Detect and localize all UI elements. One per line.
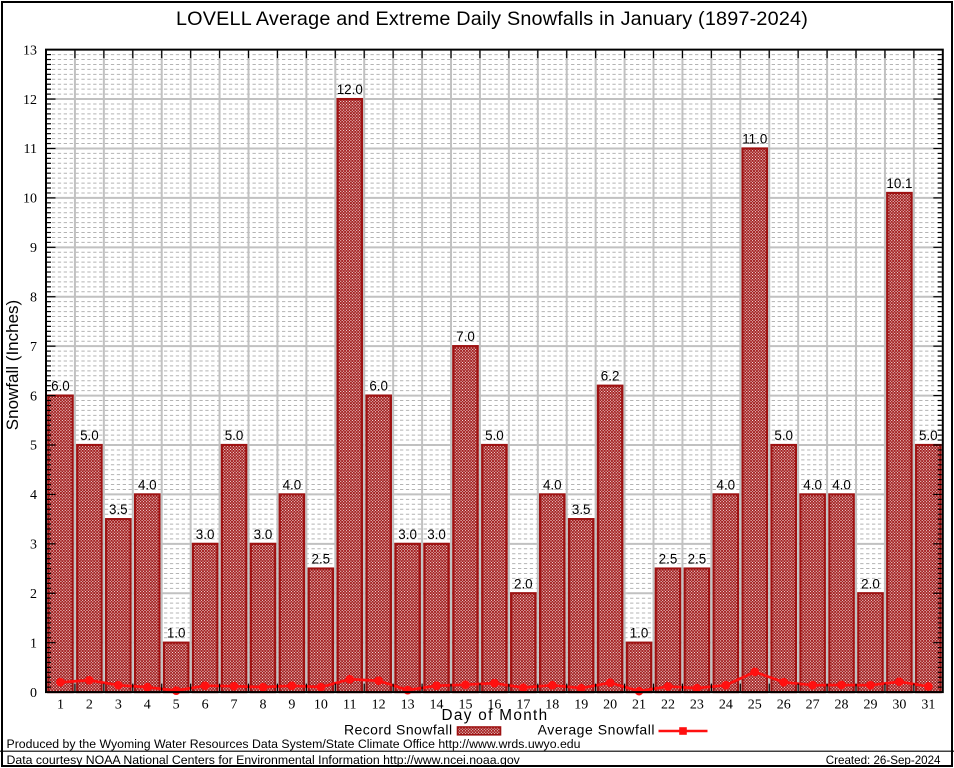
svg-text:29: 29 bbox=[863, 697, 877, 712]
svg-text:5.0: 5.0 bbox=[225, 428, 244, 443]
svg-text:13: 13 bbox=[401, 697, 415, 712]
svg-text:14: 14 bbox=[430, 697, 444, 712]
svg-text:10: 10 bbox=[23, 192, 37, 207]
svg-text:4.0: 4.0 bbox=[717, 477, 736, 492]
svg-text:18: 18 bbox=[545, 697, 559, 712]
svg-text:Average Snowfall: Average Snowfall bbox=[538, 721, 655, 737]
svg-text:4.0: 4.0 bbox=[832, 477, 851, 492]
svg-text:3.0: 3.0 bbox=[427, 527, 446, 542]
svg-text:2: 2 bbox=[30, 587, 37, 602]
svg-text:22: 22 bbox=[661, 697, 675, 712]
svg-text:5: 5 bbox=[173, 697, 180, 712]
svg-text:3.0: 3.0 bbox=[254, 527, 273, 542]
svg-text:5.0: 5.0 bbox=[774, 428, 793, 443]
svg-text:7.0: 7.0 bbox=[456, 329, 475, 344]
svg-text:19: 19 bbox=[574, 697, 588, 712]
svg-text:12: 12 bbox=[372, 697, 386, 712]
svg-text:12.0: 12.0 bbox=[337, 82, 363, 97]
svg-text:3: 3 bbox=[30, 538, 37, 553]
svg-text:2.5: 2.5 bbox=[312, 552, 331, 567]
svg-text:5.0: 5.0 bbox=[919, 428, 938, 443]
svg-text:11: 11 bbox=[343, 697, 356, 712]
svg-text:2.0: 2.0 bbox=[861, 576, 880, 591]
svg-text:4.0: 4.0 bbox=[803, 477, 822, 492]
svg-text:5.0: 5.0 bbox=[80, 428, 99, 443]
svg-text:2: 2 bbox=[86, 697, 93, 712]
svg-text:0: 0 bbox=[30, 686, 37, 701]
svg-text:16: 16 bbox=[487, 697, 501, 712]
svg-text:10.1: 10.1 bbox=[886, 176, 912, 191]
svg-text:Day of Month: Day of Month bbox=[442, 707, 549, 724]
svg-text:27: 27 bbox=[806, 697, 820, 712]
svg-text:Created: 26-Sep-2024: Created: 26-Sep-2024 bbox=[826, 754, 941, 767]
svg-text:17: 17 bbox=[516, 697, 530, 712]
svg-text:3: 3 bbox=[115, 697, 122, 712]
svg-text:25: 25 bbox=[748, 697, 762, 712]
svg-text:8: 8 bbox=[259, 697, 266, 712]
svg-text:4.0: 4.0 bbox=[283, 477, 302, 492]
svg-text:23: 23 bbox=[690, 697, 704, 712]
svg-text:5.0: 5.0 bbox=[485, 428, 504, 443]
svg-text:2.0: 2.0 bbox=[514, 576, 533, 591]
svg-text:1: 1 bbox=[57, 697, 64, 712]
svg-text:Snowfall (Inches): Snowfall (Inches) bbox=[3, 300, 22, 430]
svg-text:3.5: 3.5 bbox=[572, 502, 591, 517]
svg-text:6: 6 bbox=[30, 389, 37, 404]
svg-text:15: 15 bbox=[458, 697, 472, 712]
svg-text:5: 5 bbox=[30, 439, 37, 454]
svg-text:6: 6 bbox=[202, 697, 209, 712]
svg-text:11.0: 11.0 bbox=[742, 131, 767, 146]
svg-text:7: 7 bbox=[231, 697, 238, 712]
svg-text:9: 9 bbox=[30, 241, 37, 256]
svg-text:4: 4 bbox=[144, 697, 151, 712]
svg-text:30: 30 bbox=[892, 697, 906, 712]
svg-text:9: 9 bbox=[288, 697, 295, 712]
svg-text:1.0: 1.0 bbox=[167, 626, 186, 641]
svg-text:4.0: 4.0 bbox=[138, 477, 157, 492]
svg-text:Data courtesy NOAA National Ce: Data courtesy NOAA National Centers for … bbox=[7, 753, 521, 767]
svg-text:3.0: 3.0 bbox=[398, 527, 417, 542]
svg-text:11: 11 bbox=[24, 142, 37, 157]
svg-text:4: 4 bbox=[30, 488, 37, 503]
svg-text:1.0: 1.0 bbox=[630, 626, 649, 641]
svg-text:3.0: 3.0 bbox=[196, 527, 215, 542]
svg-text:20: 20 bbox=[603, 697, 617, 712]
svg-text:24: 24 bbox=[719, 697, 733, 712]
svg-text:13: 13 bbox=[23, 43, 37, 58]
svg-text:LOVELL Average and Extreme Dai: LOVELL Average and Extreme Daily Snowfal… bbox=[176, 8, 808, 30]
svg-text:Produced by the Wyoming Water: Produced by the Wyoming Water Resources … bbox=[7, 737, 581, 751]
svg-text:28: 28 bbox=[835, 697, 849, 712]
svg-text:26: 26 bbox=[777, 697, 791, 712]
svg-text:31: 31 bbox=[921, 697, 935, 712]
svg-text:6.0: 6.0 bbox=[51, 379, 70, 394]
svg-text:8: 8 bbox=[30, 290, 37, 305]
svg-text:6.0: 6.0 bbox=[369, 379, 388, 394]
svg-text:1: 1 bbox=[30, 636, 37, 651]
svg-text:Record Snowfall: Record Snowfall bbox=[344, 721, 453, 737]
svg-text:6.2: 6.2 bbox=[601, 369, 620, 384]
svg-text:7: 7 bbox=[30, 340, 37, 355]
svg-text:10: 10 bbox=[314, 697, 328, 712]
svg-text:4.0: 4.0 bbox=[543, 477, 562, 492]
svg-text:12: 12 bbox=[23, 93, 37, 108]
svg-text:21: 21 bbox=[632, 697, 646, 712]
svg-text:2.5: 2.5 bbox=[659, 552, 678, 567]
svg-text:2.5: 2.5 bbox=[688, 552, 707, 567]
svg-text:3.5: 3.5 bbox=[109, 502, 128, 517]
